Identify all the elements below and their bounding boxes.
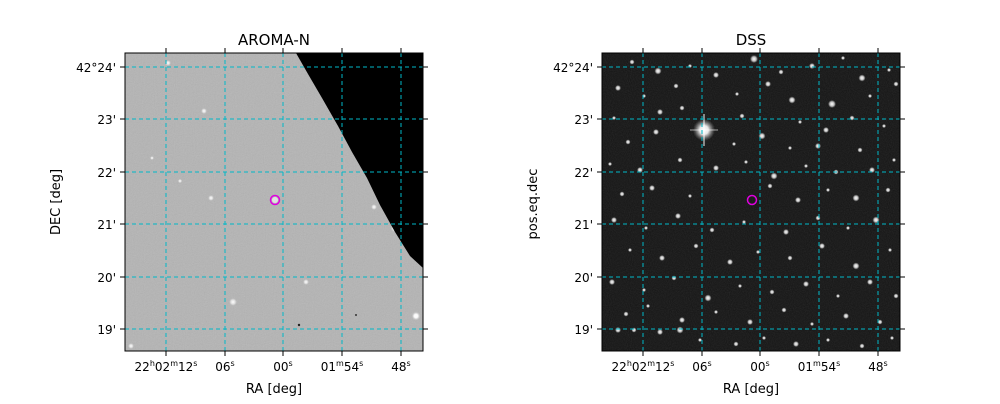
- target-marker: [269, 194, 281, 206]
- panel-title: DSS: [736, 31, 767, 49]
- y-tick-label: 21': [97, 218, 116, 232]
- y-tick-label: 23': [574, 113, 593, 127]
- x-tick-label: 06s: [692, 359, 711, 374]
- x-tick-label: 01m54s: [321, 359, 364, 374]
- y-axis-label: DEC [deg]: [49, 169, 64, 235]
- panel-aroma-n: AROMA-N: [49, 31, 428, 397]
- y-tick-label: 42°24': [553, 61, 593, 75]
- tick-marks: [120, 48, 428, 356]
- y-tick-label: 23': [97, 113, 116, 127]
- x-axis-label: RA [deg]: [246, 382, 302, 397]
- x-tick-label: 48s: [868, 359, 887, 374]
- y-tick-label: 20': [574, 271, 593, 285]
- y-tick-label: 20': [97, 271, 116, 285]
- x-axis-label: RA [deg]: [723, 382, 779, 397]
- panel-dss: DSS: [526, 31, 905, 397]
- coverage-edge: [296, 53, 423, 268]
- x-tick-label: 00s: [273, 359, 292, 374]
- y-axis-label: pos.eq.dec: [526, 169, 541, 240]
- y-tick-label: 22': [97, 166, 116, 180]
- x-tick-label: 00s: [750, 359, 769, 374]
- survey-image: [602, 53, 900, 351]
- plot-frame: [601, 52, 901, 352]
- plot-frame: [124, 52, 424, 352]
- y-tick-label: 21': [574, 218, 593, 232]
- x-tick-label: 22h02m12s: [135, 359, 198, 374]
- x-tick-label: 01m54s: [798, 359, 841, 374]
- y-tick-label: 19': [574, 323, 593, 337]
- target-marker: [746, 194, 758, 206]
- panel-title: AROMA-N: [238, 31, 310, 49]
- y-tick-label: 22': [574, 166, 593, 180]
- y-tick-label: 42°24': [76, 61, 116, 75]
- x-tick-label: 06s: [215, 359, 234, 374]
- grid-lines: [602, 53, 900, 351]
- y-tick-label: 19': [97, 323, 116, 337]
- tick-marks: [597, 48, 905, 356]
- x-tick-label: 22h02m12s: [612, 359, 675, 374]
- grid-lines: [125, 53, 423, 351]
- x-tick-label: 48s: [391, 359, 410, 374]
